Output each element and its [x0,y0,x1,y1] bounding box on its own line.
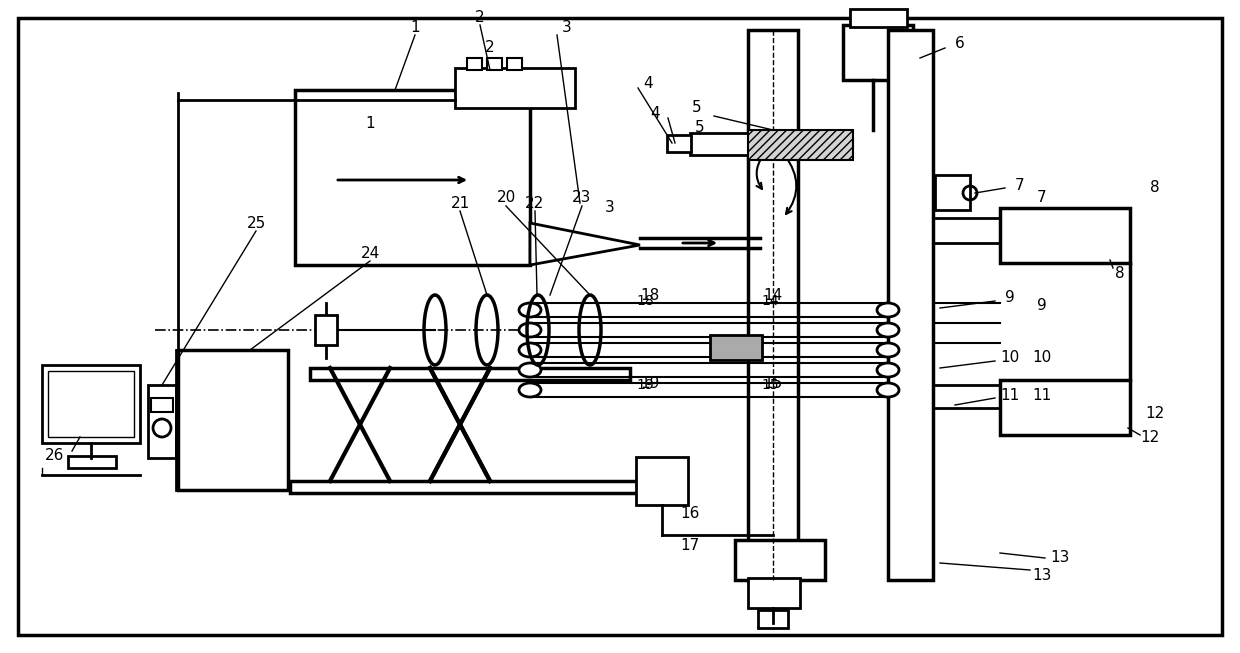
Bar [42,365,140,443]
Bar [310,368,630,380]
Bar [999,208,1130,263]
Text: 8: 8 [1151,180,1159,195]
Text: 15: 15 [761,378,779,392]
Bar [935,175,970,210]
Text: 11: 11 [1033,387,1052,402]
Text: 26: 26 [46,447,64,462]
Text: 3: 3 [562,20,572,35]
Bar [295,90,529,265]
Bar [179,350,288,490]
Text: 3: 3 [605,200,615,215]
Text: 2: 2 [485,40,495,56]
Text: 6: 6 [955,35,965,50]
Ellipse shape [877,343,899,357]
Text: 19: 19 [636,378,653,392]
Text: 16: 16 [681,505,699,520]
Bar [48,371,134,437]
Text: 9: 9 [1037,298,1047,313]
Text: 4: 4 [650,106,660,121]
Bar [711,335,763,360]
Bar [748,578,800,608]
Ellipse shape [877,323,899,337]
Bar [467,58,482,70]
Text: 9: 9 [1006,291,1014,306]
Bar [315,315,337,345]
Ellipse shape [877,383,899,397]
Bar [148,385,176,458]
Bar [735,540,825,580]
Bar [151,398,174,412]
Text: 22: 22 [526,195,544,210]
Text: 13: 13 [1033,567,1052,582]
Text: 1: 1 [366,116,374,131]
Text: 5: 5 [692,101,702,116]
Text: 21: 21 [450,195,470,210]
Bar [290,481,650,493]
Text: 14: 14 [761,294,779,308]
Text: 23: 23 [573,191,591,206]
Bar [507,58,522,70]
Text: 4: 4 [644,76,652,91]
Bar [843,25,913,80]
Text: 13: 13 [1050,550,1070,565]
Bar [849,9,906,27]
Ellipse shape [877,363,899,377]
Text: 17: 17 [681,537,699,552]
Bar [689,133,748,155]
Text: 18: 18 [640,287,660,302]
Text: 18: 18 [636,294,653,308]
Text: 14: 14 [764,287,782,302]
Polygon shape [529,223,640,265]
Bar [748,130,853,160]
Text: 15: 15 [764,375,782,390]
Text: 1: 1 [410,20,420,35]
Text: 8: 8 [1115,266,1125,281]
Ellipse shape [520,323,541,337]
Text: 12: 12 [1146,406,1164,421]
Bar [667,135,691,152]
Ellipse shape [520,343,541,357]
Text: 11: 11 [1001,387,1019,402]
Text: 7: 7 [1037,191,1047,206]
Text: 10: 10 [1033,351,1052,366]
Text: 5: 5 [696,121,704,136]
Bar [68,456,117,468]
Bar [455,68,575,108]
Text: 24: 24 [361,246,379,261]
Bar [487,58,502,70]
Bar [758,610,787,628]
Bar [999,380,1130,435]
Text: 20: 20 [496,191,516,206]
Text: 25: 25 [247,215,265,231]
Text: 2: 2 [475,10,485,25]
Text: 12: 12 [1141,430,1159,445]
Text: 10: 10 [1001,351,1019,366]
Text: 19: 19 [640,375,660,390]
Ellipse shape [520,363,541,377]
Text: 7: 7 [1016,178,1024,193]
Ellipse shape [877,303,899,317]
Bar [636,457,688,505]
Bar [748,30,799,580]
Bar [888,30,932,580]
Ellipse shape [520,383,541,397]
Ellipse shape [520,303,541,317]
